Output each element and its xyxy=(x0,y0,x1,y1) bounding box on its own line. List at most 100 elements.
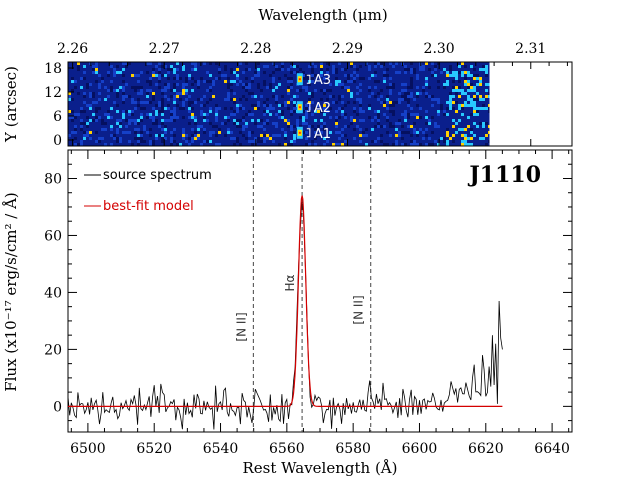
heatmap-pixel xyxy=(461,62,464,65)
heatmap-pixel xyxy=(227,95,230,98)
heatmap-pixel xyxy=(428,86,431,89)
heatmap-pixel xyxy=(488,92,491,95)
heatmap-pixel xyxy=(191,107,194,110)
heatmap-pixel xyxy=(128,140,131,143)
heatmap-pixel xyxy=(392,104,395,107)
heatmap-pixel xyxy=(290,110,293,113)
heatmap-pixel xyxy=(371,119,374,122)
heatmap-pixel xyxy=(260,89,263,92)
heatmap-pixel xyxy=(470,98,473,101)
heatmap-pixel xyxy=(308,92,311,95)
heatmap-pixel xyxy=(74,113,77,116)
heatmap-pixel xyxy=(458,89,461,92)
heatmap-empty-region xyxy=(489,62,572,146)
heatmap-pixel xyxy=(185,98,188,101)
heatmap-pixel xyxy=(353,107,356,110)
heatmap-pixel xyxy=(107,89,110,92)
heatmap-pixel xyxy=(335,80,338,83)
heatmap-pixel xyxy=(362,110,365,113)
heatmap-pixel xyxy=(239,131,242,134)
heatmap-pixel xyxy=(194,68,197,71)
heatmap-pixel xyxy=(113,101,116,104)
heatmap-pixel xyxy=(191,134,194,137)
heatmap-pixel xyxy=(254,95,257,98)
top-ticks xyxy=(68,62,568,146)
heatmap-pixel xyxy=(281,104,284,107)
top-xtick-label: 2.31 xyxy=(515,41,546,57)
heatmap-pixel xyxy=(158,62,161,65)
heatmap-pixel xyxy=(413,122,416,125)
heatmap-pixel xyxy=(338,95,341,98)
heatmap-pixel xyxy=(233,119,236,122)
heatmap-pixel xyxy=(122,62,125,65)
heatmap-pixel xyxy=(113,68,116,71)
heatmap-pixel xyxy=(239,62,242,65)
heatmap-pixel xyxy=(446,131,449,134)
heatmap-pixel xyxy=(218,68,221,71)
heatmap-pixel xyxy=(455,92,458,95)
heatmap-pixel xyxy=(146,113,149,116)
heatmap-pixel xyxy=(185,89,188,92)
heatmap-pixel xyxy=(143,101,146,104)
heatmap-pixel xyxy=(128,113,131,116)
heatmap-pixel xyxy=(176,104,179,107)
heatmap-pixel xyxy=(455,71,458,74)
heatmap-pixel xyxy=(245,62,248,65)
heatmap-pixel xyxy=(80,86,83,89)
top-ytick-label: 6 xyxy=(53,109,62,125)
heatmap-pixel xyxy=(485,134,488,137)
aperture-bracket xyxy=(306,74,311,84)
heatmap-pixel xyxy=(194,65,197,68)
heatmap-pixel xyxy=(224,65,227,68)
heatmap-pixel xyxy=(197,134,200,137)
heatmap-pixel xyxy=(272,62,275,65)
heatmap-pixel xyxy=(296,119,299,122)
heatmap-pixel xyxy=(467,71,470,74)
heatmap-pixel xyxy=(260,134,263,137)
object-name-label: J1110 xyxy=(467,162,541,188)
aperture-label: A1 xyxy=(314,127,331,142)
heatmap-pixel xyxy=(98,74,101,77)
heatmap-pixel xyxy=(164,125,167,128)
heatmap-pixel xyxy=(194,62,197,65)
heatmap-pixel xyxy=(86,122,89,125)
heatmap-pixel xyxy=(242,86,245,89)
heatmap-pixel xyxy=(257,140,260,143)
top-ytick-labels: 0 6 12 18 xyxy=(44,61,62,149)
heatmap-pixel xyxy=(209,89,212,92)
heatmap-pixel xyxy=(341,143,344,146)
heatmap-pixel xyxy=(245,89,248,92)
heatmap-pixel xyxy=(362,134,365,137)
heatmap-pixel xyxy=(110,80,113,83)
heatmap-pixel xyxy=(302,74,305,77)
heatmap-pixel xyxy=(137,80,140,83)
heatmap-pixel xyxy=(455,131,458,134)
heatmap-pixel xyxy=(92,119,95,122)
heatmap-pixel xyxy=(230,113,233,116)
heatmap-pixel xyxy=(401,95,404,98)
heatmap-pixel xyxy=(314,107,317,110)
heatmap-pixel xyxy=(236,68,239,71)
heatmap-pixel xyxy=(449,68,452,71)
heatmap-pixel xyxy=(161,104,164,107)
heatmap-pixel xyxy=(383,104,386,107)
heatmap-pixel xyxy=(356,125,359,128)
heatmap-pixel xyxy=(395,134,398,137)
heatmap-pixel xyxy=(353,119,356,122)
heatmap-pixel xyxy=(164,119,167,122)
heatmap-pixel xyxy=(194,101,197,104)
heatmap-pixel xyxy=(134,122,137,125)
heatmap-pixel xyxy=(254,122,257,125)
heatmap-pixel xyxy=(71,131,74,134)
heatmap-pixel xyxy=(200,98,203,101)
heatmap-pixel xyxy=(437,125,440,128)
heatmap-pixel xyxy=(269,107,272,110)
heatmap-pixel xyxy=(236,122,239,125)
heatmap-pixel xyxy=(353,65,356,68)
heatmap-pixel xyxy=(389,134,392,137)
heatmap-pixel xyxy=(470,128,473,131)
heatmap-pixel xyxy=(350,62,353,65)
heatmap-pixel xyxy=(458,107,461,110)
heatmap-pixel xyxy=(83,101,86,104)
heatmap-pixel xyxy=(485,74,488,77)
